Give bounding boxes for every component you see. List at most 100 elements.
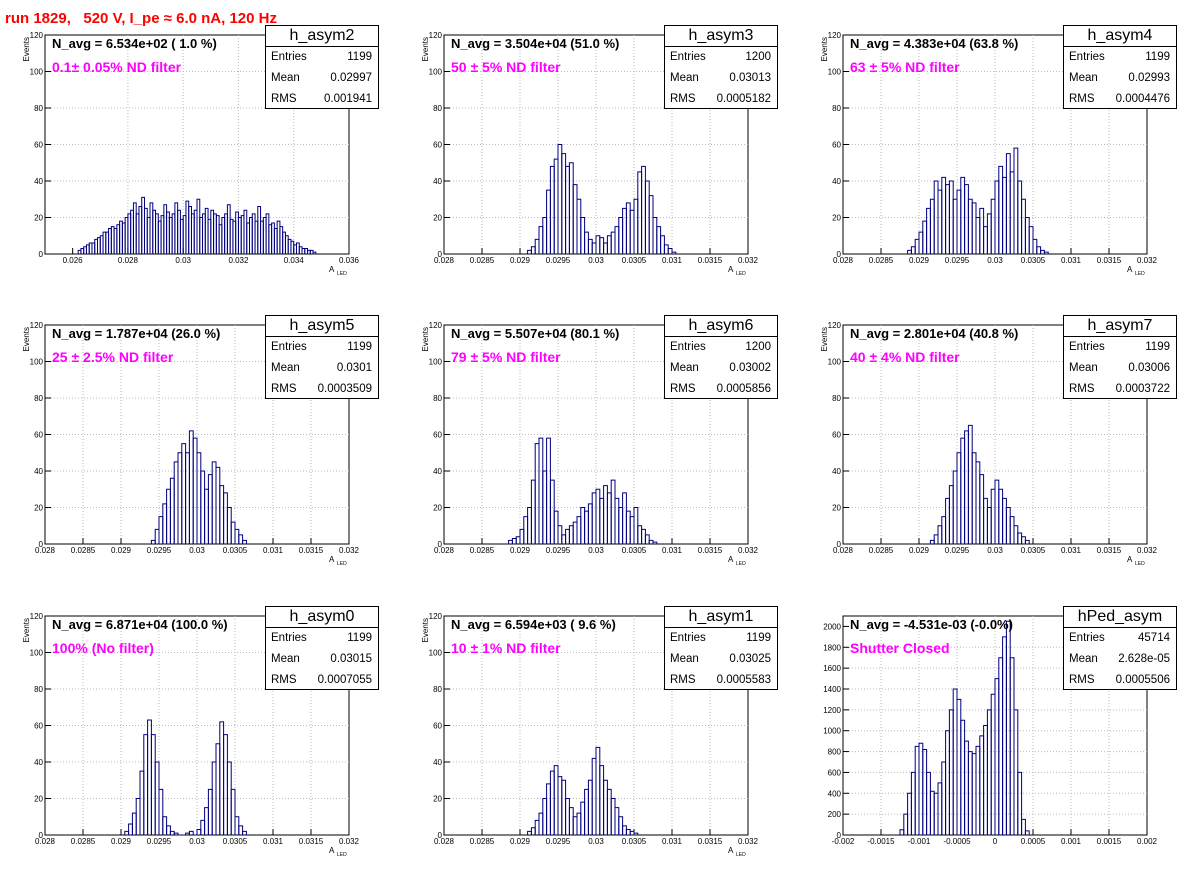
x-tick-label: 0.03 (588, 837, 604, 846)
stats-row: RMS 0.0005583 (665, 670, 777, 691)
y-tick-label: 100 (429, 68, 443, 77)
x-axis-label-subscript: LED (1135, 561, 1145, 567)
navg-label: N_avg = 3.504e+04 (51.0 %) (451, 36, 620, 51)
stats-key: RMS (271, 383, 297, 395)
y-tick-label: 200 (828, 810, 842, 819)
x-tick-label: 0.03 (175, 256, 191, 265)
x-axis-label: A (329, 265, 335, 274)
x-tick-label: 0.0295 (546, 546, 571, 555)
stats-key: RMS (1069, 93, 1095, 105)
x-tick-label: 0.0285 (71, 837, 96, 846)
x-tick-label: 0.0295 (546, 256, 571, 265)
x-axis-label: A (329, 846, 335, 855)
stats-row: Entries 1199 (1064, 47, 1176, 68)
histogram-panel: 0.028 0.0285 0.029 0.0295 0.03 0.0305 0.031 0.0… (399, 0, 797, 290)
filter-annotation: Shutter Closed (850, 640, 950, 656)
histogram-bins (899, 620, 1030, 835)
x-axis-label: A (728, 265, 734, 274)
histogram-panel: 0.028 0.0285 0.029 0.0295 0.03 0.0305 0.031 0.0… (399, 290, 797, 580)
x-tick-label: 0.0285 (869, 256, 894, 265)
x-tick-label: 0.032 (738, 837, 759, 846)
histogram-name: h_asym4 (1064, 26, 1176, 47)
navg-label: N_avg = 6.594e+03 ( 9.6 %) (451, 617, 616, 632)
navg-label: N_avg = 5.507e+04 (80.1 %) (451, 326, 620, 341)
mean-value: 0.03025 (729, 653, 771, 665)
entries-value: 1199 (347, 51, 372, 63)
histogram-panel: 0.028 0.0285 0.029 0.0295 0.03 0.0305 0.031 0.0… (0, 290, 398, 580)
y-tick-label: 120 (828, 31, 842, 40)
x-tick-label: 0.028 (434, 837, 455, 846)
navg-label: N_avg = 4.383e+04 (63.8 %) (850, 36, 1019, 51)
histogram-bin (652, 541, 658, 544)
y-tick-label: 800 (828, 748, 842, 757)
entries-value: 1199 (1145, 341, 1170, 353)
histogram-name: hPed_asym (1064, 607, 1176, 628)
x-tick-label: 0.031 (263, 837, 284, 846)
histogram-bin (238, 534, 244, 544)
y-tick-label: 80 (433, 394, 442, 403)
stats-key: Mean (670, 653, 699, 665)
y-tick-label: 20 (832, 504, 841, 513)
stats-row: Entries 1199 (266, 337, 378, 358)
histogram-bin (230, 788, 236, 835)
stats-box: h_asym4 Entries 1199 Mean 0.02993 RMS 0.000447… (1063, 25, 1177, 109)
rms-value: 0.0005506 (1115, 674, 1170, 686)
x-axis-label-subscript: LED (337, 852, 347, 858)
histogram-bins (77, 196, 317, 254)
x-tick-label: 0.031 (1061, 546, 1082, 555)
y-tick-label: 1600 (823, 664, 841, 673)
entries-value: 1199 (746, 632, 771, 644)
y-tick-label: 20 (832, 214, 841, 223)
stats-box: h_asym7 Entries 1199 Mean 0.03006 RMS 0.000372… (1063, 315, 1177, 399)
x-tick-label: 0.031 (662, 837, 683, 846)
y-tick-label: 0 (837, 250, 842, 259)
x-tick-label: 0.0285 (470, 546, 495, 555)
histogram-bins (907, 147, 1049, 254)
stats-box: h_asym6 Entries 1200 Mean 0.03002 RMS 0.000585… (664, 315, 778, 399)
y-tick-label: 1000 (823, 727, 841, 736)
histogram-bins (929, 424, 1030, 544)
stats-row: RMS 0.0007055 (266, 670, 378, 691)
x-tick-label: 0.032 (738, 256, 759, 265)
x-tick-label: 0.028 (35, 837, 56, 846)
x-tick-label: 0.028 (35, 546, 56, 555)
y-tick-label: 100 (828, 358, 842, 367)
stats-box: h_asym1 Entries 1199 Mean 0.03025 RMS 0.000558… (664, 606, 778, 690)
histogram-panel: 0.026 0.028 0.03 0.032 0.034 0.036 0 20 40 60 80 10… (0, 0, 398, 290)
y-tick-label: 100 (828, 68, 842, 77)
y-tick-label: 1200 (823, 706, 841, 715)
x-axis-label: A (329, 555, 335, 564)
histogram-name: h_asym3 (665, 26, 777, 47)
y-tick-label: 80 (433, 685, 442, 694)
histogram-bin (671, 251, 677, 254)
y-tick-label: 120 (429, 321, 443, 330)
histogram-bin (633, 832, 639, 835)
x-tick-label: 0.032 (339, 546, 360, 555)
x-tick-label: 0.029 (111, 837, 132, 846)
x-tick-label: 0.034 (284, 256, 305, 265)
histogram-bins (527, 144, 677, 254)
histogram-name: h_asym5 (266, 316, 378, 337)
y-tick-label: 20 (433, 214, 442, 223)
y-tick-label: 80 (34, 104, 43, 113)
x-tick-label: 0.0285 (71, 546, 96, 555)
x-tick-label: 0.001 (1061, 837, 1082, 846)
navg-label: N_avg = -4.531e-03 (-0.0%) (850, 617, 1013, 632)
x-tick-label: -0.0015 (867, 837, 895, 846)
x-tick-label: 0.03 (987, 546, 1003, 555)
stats-row: Mean 0.02997 (266, 68, 378, 89)
histogram-bin (1017, 771, 1023, 835)
x-tick-label: 0.031 (263, 546, 284, 555)
stats-row: Entries 1200 (665, 337, 777, 358)
y-tick-label: 40 (832, 177, 841, 186)
y-axis-label: Events (22, 327, 31, 351)
histogram-bin (188, 830, 194, 835)
histogram-bin (667, 248, 673, 254)
histogram-bin (312, 251, 317, 254)
x-tick-label: 0.0305 (622, 837, 647, 846)
x-tick-label: 0.0315 (1097, 256, 1122, 265)
x-tick-label: 0.031 (662, 256, 683, 265)
histogram-panel: 0.028 0.0285 0.029 0.0295 0.03 0.0305 0.031 0.0… (399, 581, 797, 871)
histogram-bin (173, 832, 179, 835)
y-tick-label: 40 (34, 467, 43, 476)
